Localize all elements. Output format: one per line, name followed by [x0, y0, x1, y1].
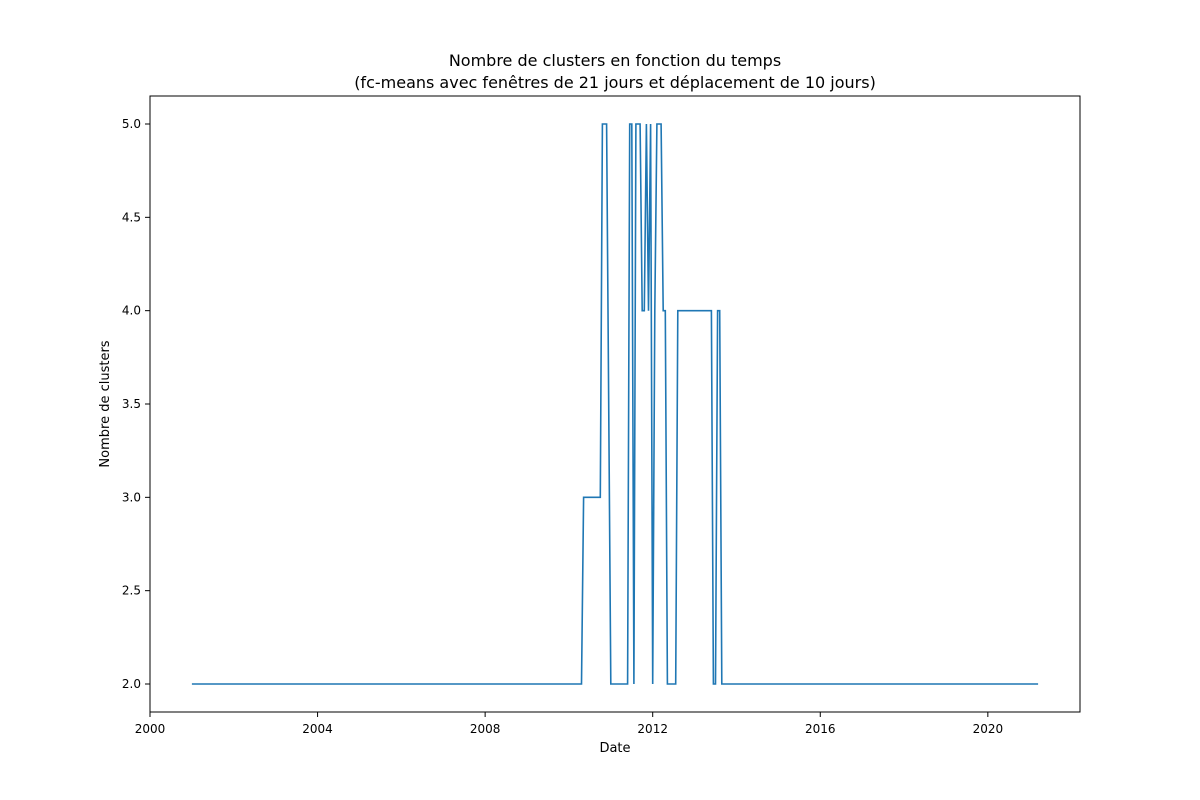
- plot-frame: [149, 95, 1081, 713]
- series-line: [191, 123, 1039, 685]
- y-tick-label: 2.0: [122, 677, 141, 691]
- y-tick-label: 3.0: [122, 490, 141, 504]
- x-axis-label: Date: [599, 741, 630, 756]
- x-tick-label: 2016: [805, 722, 836, 736]
- x-tick-label: 2004: [302, 722, 333, 736]
- chart-title: Nombre de clusters en fonction du temps: [449, 51, 781, 70]
- x-tick-label: 2008: [470, 722, 501, 736]
- x-tick-label: 2000: [135, 722, 166, 736]
- chart-subtitle: (fc-means avec fenêtres de 21 jours et d…: [354, 73, 876, 92]
- y-tick-label: 4.0: [122, 304, 141, 318]
- y-axis-label: Nombre de clusters: [98, 340, 113, 467]
- y-tick-label: 5.0: [122, 117, 141, 131]
- x-tick-label: 2012: [637, 722, 668, 736]
- y-tick-label: 2.5: [122, 584, 141, 598]
- y-axis-ticks: 2.0 2.5 3.0 3.5 4.0 4.5 5.0: [122, 117, 150, 691]
- plot-area: [191, 123, 1039, 685]
- x-axis-ticks: 2000 2004 2008 2012 2016 2020: [135, 712, 1003, 736]
- y-tick-label: 4.5: [122, 210, 141, 224]
- y-tick-label: 3.5: [122, 397, 141, 411]
- x-tick-label: 2020: [973, 722, 1004, 736]
